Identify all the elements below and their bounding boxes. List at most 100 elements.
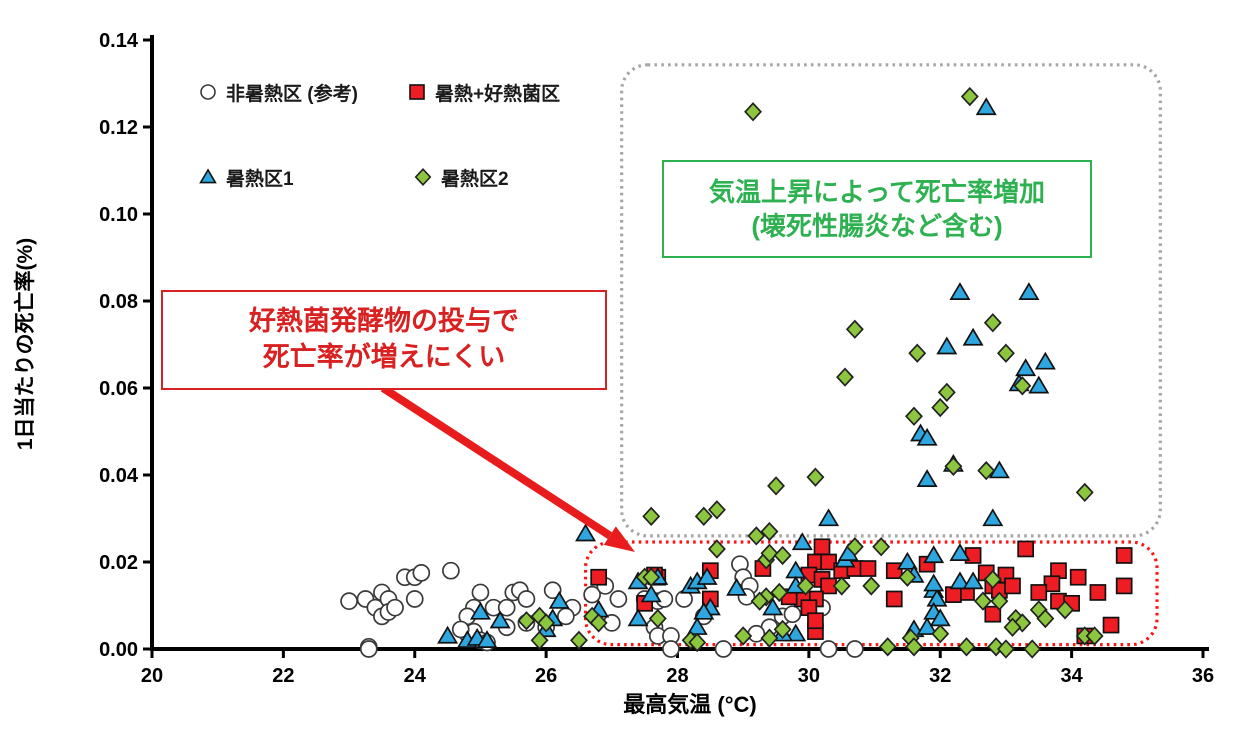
point-heat-thermo (1043, 575, 1061, 593)
x-tick-label: 24 (404, 665, 427, 687)
red-annotation-line1: 好熱菌発酵物の投与で (249, 306, 519, 337)
point-heat1 (818, 508, 840, 527)
point-non-heat (359, 640, 378, 658)
x-axis-title: 最高気温 (°C) (623, 692, 757, 717)
point-heat2 (734, 626, 753, 646)
point-heat2 (872, 537, 891, 557)
point-heat2 (688, 632, 707, 653)
point-heat1 (923, 573, 945, 592)
point-heat2 (905, 406, 923, 426)
point-heat-thermo (807, 612, 824, 630)
x-tick-label: 36 (1192, 665, 1214, 687)
point-non-heat (412, 564, 431, 582)
point-non-heat (386, 598, 404, 617)
point-heat2 (796, 576, 815, 596)
y-tick-label: 0.12 (99, 117, 138, 139)
point-heat2 (908, 343, 927, 363)
point-heat2 (773, 545, 792, 566)
point-heat2 (537, 613, 556, 633)
y-tick-label: 0.14 (99, 30, 139, 52)
point-heat2 (931, 624, 950, 644)
point-heat2 (990, 591, 1009, 611)
y-tick-label: 0.06 (99, 378, 138, 400)
point-heat1 (962, 571, 984, 590)
point-heat1 (1034, 351, 1056, 370)
point-heat1 (949, 571, 971, 590)
point-non-heat (846, 640, 864, 658)
point-heat2 (767, 476, 785, 496)
point-non-heat (609, 590, 628, 608)
point-heat2 (983, 569, 1002, 590)
point-heat1 (982, 508, 1004, 527)
circle-marker-icon (200, 84, 216, 100)
point-heat1 (988, 460, 1010, 479)
point-non-heat (543, 581, 562, 600)
point-heat1 (469, 601, 491, 620)
point-heat2 (570, 630, 588, 650)
point-non-heat (662, 640, 680, 658)
x-tick-label: 26 (535, 665, 557, 687)
point-heat-thermo (1115, 547, 1133, 564)
point-heat-thermo (945, 586, 962, 603)
square-glyph (409, 84, 425, 100)
legend-label: 暑熱区2 (441, 168, 509, 190)
point-heat2 (983, 313, 1002, 333)
point-heat2 (905, 637, 923, 657)
point-heat2 (845, 537, 864, 557)
point-heat2 (760, 521, 779, 542)
point-heat1 (936, 336, 958, 355)
point-heat-thermo (813, 538, 831, 556)
point-heat2 (744, 102, 763, 122)
point-heat1 (785, 623, 807, 642)
point-heat-thermo (885, 562, 903, 580)
point-heat2 (770, 582, 789, 603)
point-heat1 (489, 610, 511, 629)
point-non-heat (783, 605, 802, 624)
point-heat2 (750, 591, 769, 611)
point-heat2 (747, 526, 766, 546)
x-tick-label: 32 (929, 665, 951, 687)
point-heat2 (996, 639, 1015, 659)
point-heat1 (548, 590, 570, 609)
point-non-heat (340, 592, 358, 611)
point-non-heat (442, 561, 460, 580)
point-heat2 (806, 467, 825, 487)
point-heat2 (707, 539, 726, 559)
red-annotation-line2: 死亡率が増えにくい (262, 342, 506, 372)
green-annotation-line1: 気温上昇によって死亡率増加 (709, 176, 1045, 207)
square-marker-icon (409, 84, 425, 100)
red-annotation-box: 好熱菌発酵物の投与で 死亡率が増えにくい (161, 290, 607, 390)
point-heat2 (996, 343, 1015, 363)
point-heat-thermo (1069, 568, 1087, 586)
point-heat2 (642, 567, 661, 587)
point-heat1 (476, 630, 498, 648)
point-heat2 (760, 628, 779, 648)
x-tick-label: 22 (272, 665, 294, 687)
point-heat1 (975, 97, 997, 116)
point-heat2 (977, 461, 996, 481)
point-heat2 (973, 591, 992, 611)
point-non-heat (517, 590, 536, 608)
callout-arrow-shaft (380, 384, 613, 539)
y-tick-label: 0.08 (99, 291, 138, 313)
legend-item-heat-thermo: 暑熱+好熱菌区 (406, 79, 560, 105)
point-heat2 (642, 506, 661, 526)
point-heat2 (1023, 639, 1042, 659)
point-heat1 (949, 282, 971, 300)
point-heat1 (949, 543, 971, 561)
point-heat1 (640, 584, 662, 603)
diamond-marker-icon (414, 167, 432, 187)
point-heat2 (1075, 482, 1094, 503)
circle-glyph (200, 84, 216, 100)
point-non-heat (497, 598, 516, 617)
x-tick-label: 30 (798, 665, 820, 687)
x-tick-label: 28 (666, 665, 688, 687)
point-heat2 (845, 319, 864, 339)
point-non-heat (471, 583, 490, 602)
point-heat-thermo (984, 605, 1002, 623)
point-heat1 (916, 427, 938, 446)
point-heat1 (726, 577, 748, 596)
point-heat-thermo (1004, 577, 1021, 595)
point-heat-thermo (1102, 616, 1120, 634)
